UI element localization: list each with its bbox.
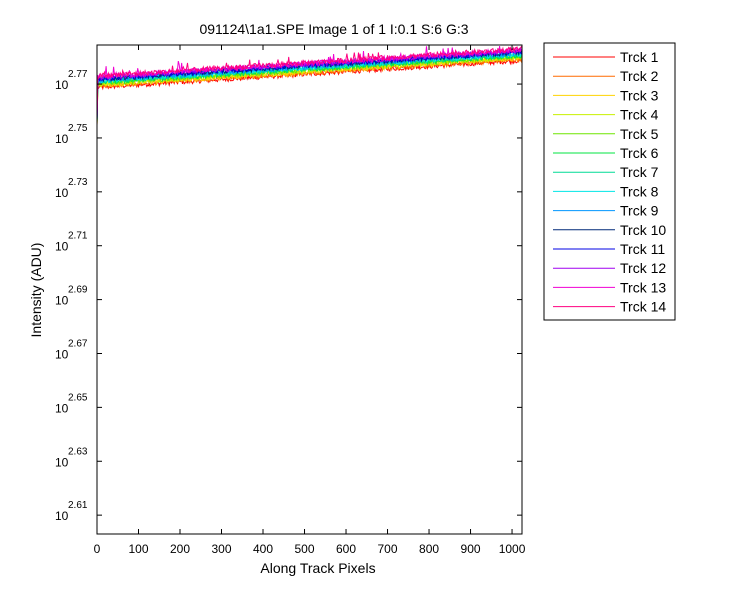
- y-tick-label-base: 10: [55, 132, 69, 146]
- y-tick-label-exponent: 2.61: [68, 500, 88, 511]
- plot-frame: [96, 44, 523, 535]
- y-tick-label-base: 10: [55, 509, 69, 523]
- y-tick-label-base: 10: [55, 186, 69, 200]
- legend-label: Trck 10: [620, 222, 666, 238]
- series-layer: [96, 45, 523, 126]
- y-tick-label-exponent: 2.65: [68, 392, 88, 403]
- legend-label: Trck 6: [620, 145, 659, 161]
- legend-label: Trck 13: [620, 279, 666, 295]
- legend-label: Trck 8: [620, 183, 659, 199]
- x-tick-label: 0: [94, 542, 101, 556]
- y-tick-label-exponent: 2.75: [68, 123, 88, 134]
- y-axis-label: Intensity (ADU): [28, 243, 44, 338]
- y-tick-label-base: 10: [55, 401, 69, 415]
- legend-label: Trck 9: [620, 203, 659, 219]
- x-tick-label: 400: [253, 542, 273, 556]
- legend-items: Trck 1 Trck 2 Trck 3 Trck 4 Trck 5 Trck 6 Trck…: [553, 49, 666, 315]
- y-axis: 102.61102.63102.65102.67102.69102.71102.…: [55, 69, 522, 523]
- y-tick-label-exponent: 2.67: [68, 338, 88, 349]
- x-tick-label: 600: [336, 542, 356, 556]
- y-tick-label-base: 10: [55, 455, 69, 469]
- legend-label: Trck 1: [620, 49, 659, 65]
- x-tick-label: 800: [419, 542, 439, 556]
- legend-label: Trck 12: [620, 260, 666, 276]
- x-tick-label: 200: [170, 542, 190, 556]
- legend-label: Trck 5: [620, 126, 659, 142]
- y-tick-label-base: 10: [55, 78, 69, 92]
- y-tick-label-base: 10: [55, 240, 69, 254]
- x-axis-label: Along Track Pixels: [260, 560, 375, 576]
- y-tick-label-exponent: 2.77: [68, 69, 88, 80]
- y-tick-label-exponent: 2.63: [68, 446, 88, 457]
- legend-label: Trck 14: [620, 299, 666, 315]
- x-tick-label: 300: [211, 542, 231, 556]
- y-tick-label-exponent: 2.71: [68, 231, 88, 242]
- x-tick-label: 500: [295, 542, 315, 556]
- x-tick-label: 100: [128, 542, 148, 556]
- y-tick-label-exponent: 2.73: [68, 177, 88, 188]
- legend-label: Trck 3: [620, 87, 659, 103]
- legend-label: Trck 7: [620, 164, 659, 180]
- plot-background: [97, 45, 522, 534]
- legend-label: Trck 11: [620, 241, 665, 257]
- x-tick-label: 900: [461, 542, 481, 556]
- x-axis: 0 100 200 300 400 500 600 700 800 900 1000: [94, 45, 526, 556]
- x-tick-label: 1000: [499, 542, 526, 556]
- plot-area: 0 100 200 300 400 500 600 700 800 900 1000 102.611…: [55, 44, 526, 556]
- chart-title: 091124\1a1.SPE Image 1 of 1 I:0.1 S:6 G:…: [199, 21, 468, 37]
- y-tick-label-base: 10: [55, 294, 69, 308]
- y-tick-label-exponent: 2.69: [68, 285, 88, 296]
- legend-label: Trck 2: [620, 68, 659, 84]
- legend-label: Trck 4: [620, 107, 659, 123]
- series-line-trck-14: [96, 45, 523, 119]
- legend-box: [543, 42, 676, 321]
- x-tick-label: 700: [378, 542, 398, 556]
- legend: Trck 1 Trck 2 Trck 3 Trck 4 Trck 5 Trck 6 Trck…: [543, 42, 676, 321]
- y-tick-label-base: 10: [55, 347, 69, 361]
